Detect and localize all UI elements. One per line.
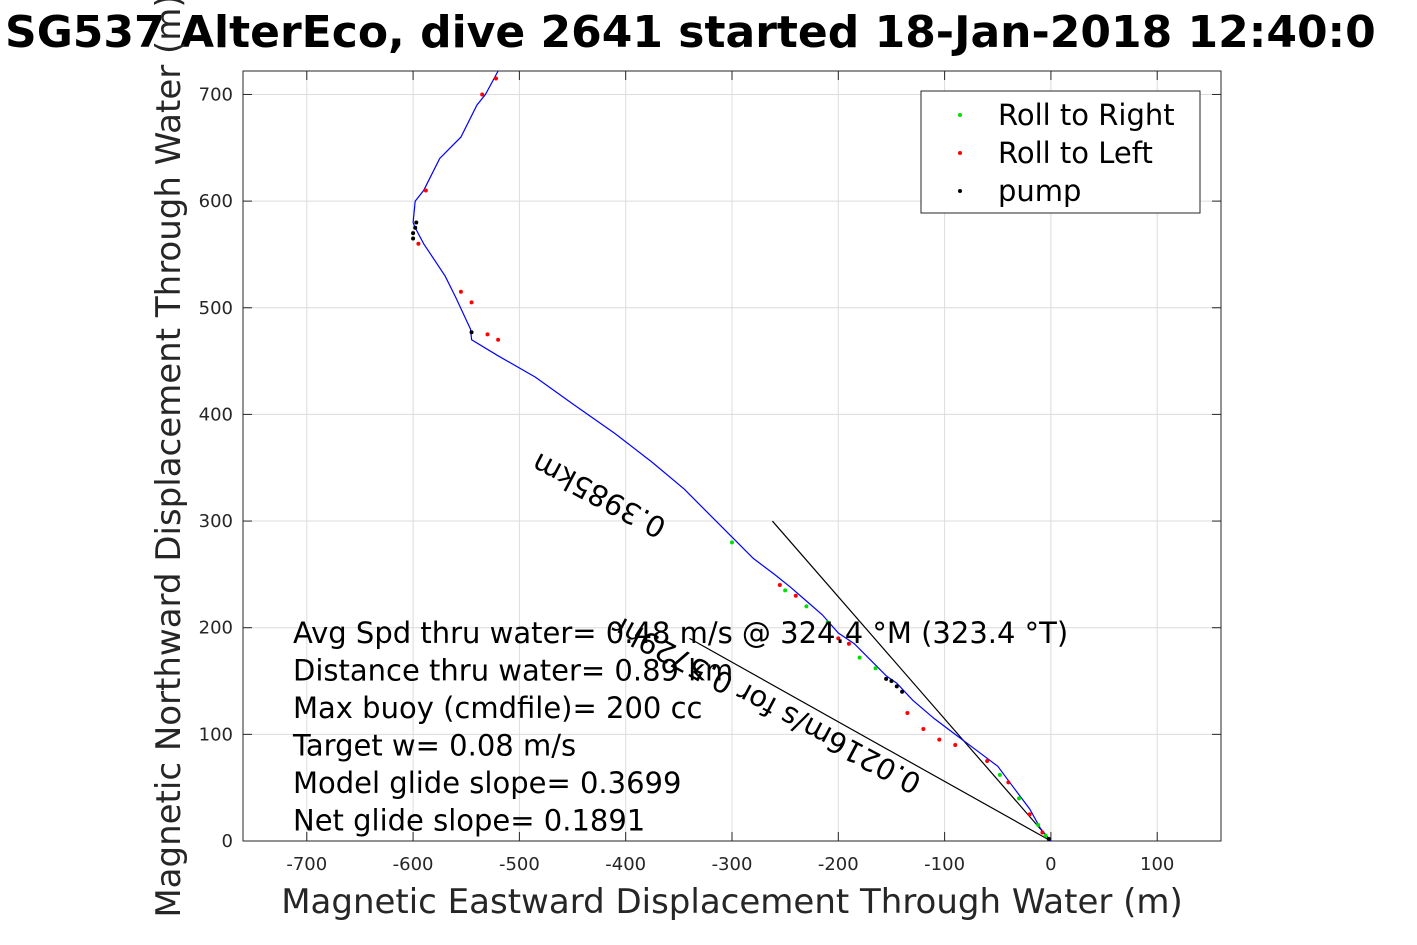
x-tick-label: -200	[818, 854, 859, 875]
pump-point	[894, 684, 899, 689]
legend-marker-roll-right	[958, 113, 962, 117]
pump-point	[411, 231, 416, 236]
roll-left-point	[793, 593, 798, 598]
stats-line: Model glide slope= 0.3699	[293, 766, 681, 800]
roll-left-point	[469, 300, 474, 305]
roll-left-point	[921, 727, 926, 732]
roll-left-point	[1006, 780, 1011, 785]
pump-point	[414, 220, 419, 225]
x-tick-label: 0	[1045, 854, 1056, 875]
roll-right-point	[825, 620, 830, 625]
legend: Roll to Right Roll to Left pump	[920, 90, 1201, 214]
roll-left-point	[494, 76, 499, 81]
legend-marker-pump	[958, 189, 962, 193]
legend-box	[920, 90, 1201, 214]
roll-right-point	[1043, 833, 1048, 838]
legend-label-roll-left: Roll to Left	[998, 136, 1153, 170]
roll-left-point	[1027, 812, 1032, 817]
grid-lines	[243, 71, 1221, 842]
roll-left-point	[1040, 830, 1045, 835]
y-tick-label: 100	[199, 724, 233, 745]
roll-right-point	[857, 655, 862, 660]
roll-right-point	[997, 772, 1002, 777]
pump-point	[900, 689, 905, 694]
legend-label-roll-right: Roll to Right	[998, 98, 1175, 132]
stats-line: Avg Spd thru water= 0.48 m/s @ 324.4 °M …	[293, 616, 1068, 650]
roll-right-point	[783, 588, 788, 593]
stats-line: Distance thru water= 0.89 km	[293, 654, 733, 688]
stats-line: Net glide slope= 0.1891	[293, 804, 645, 838]
roll-left-point	[496, 337, 501, 342]
x-tick-label: -400	[605, 854, 646, 875]
current-line	[689, 637, 1052, 842]
x-tick-label: -700	[286, 854, 327, 875]
roll-right-point	[804, 604, 809, 609]
stats-line: Target w= 0.08 m/s	[292, 729, 576, 763]
roll-left-point	[480, 92, 485, 97]
y-tick-label: 500	[199, 298, 233, 319]
roll-right-point	[1017, 796, 1022, 801]
x-tick-label: -500	[499, 854, 540, 875]
pump-point	[413, 225, 418, 230]
stats-line: Max buoy (cmdfile)= 200 cc	[293, 691, 702, 725]
pump-point	[884, 676, 889, 681]
pump-point	[889, 679, 894, 684]
current-line	[771, 520, 1052, 842]
chart-title: SG537 AlterEco, dive 2641 started 18-Jan…	[5, 7, 1376, 58]
roll-left-point	[953, 743, 958, 748]
y-tick-label: 700	[199, 84, 233, 105]
roll-left-point	[985, 759, 990, 764]
roll-pump-markers	[411, 76, 1051, 841]
roll-left-point	[458, 289, 463, 294]
roll-left-point	[485, 332, 490, 337]
y-tick-label: 200	[199, 618, 233, 639]
y-tick-label: 400	[199, 404, 233, 425]
pump-point	[1046, 836, 1051, 841]
roll-left-point	[416, 241, 421, 246]
axis-ticks: -700 -600 -500 -400 -300 -200 -100 0 100 0 100 200 3…	[199, 71, 1221, 875]
current-lines	[689, 520, 1052, 842]
y-tick-label: 0	[222, 831, 233, 852]
legend-marker-roll-left	[958, 151, 962, 155]
x-tick-label: 100	[1140, 854, 1174, 875]
roll-left-point	[905, 711, 910, 716]
roll-left-point	[846, 641, 851, 646]
x-tick-label: -600	[393, 854, 434, 875]
roll-right-point	[1036, 823, 1041, 828]
pump-point	[411, 236, 416, 241]
roll-right-point	[730, 540, 734, 545]
stats-annotation: Avg Spd thru water= 0.48 m/s @ 324.4 °M …	[292, 616, 1068, 838]
roll-right-point	[873, 666, 878, 671]
roll-left-point	[777, 583, 782, 588]
legend-label-pump: pump	[998, 174, 1081, 208]
x-tick-label: -300	[712, 854, 753, 875]
pump-point	[469, 330, 474, 335]
x-tick-label: -100	[924, 854, 965, 875]
x-axis-label: Magnetic Eastward Displacement Through W…	[281, 882, 1183, 922]
roll-left-point	[836, 636, 841, 641]
roll-left-point	[423, 188, 428, 193]
y-tick-label: 300	[199, 511, 233, 532]
y-axis-label: Magnetic Northward Displacement Through …	[149, 0, 189, 918]
track-line	[412, 70, 1052, 842]
y-tick-label: 600	[199, 191, 233, 212]
roll-left-point	[937, 737, 942, 742]
